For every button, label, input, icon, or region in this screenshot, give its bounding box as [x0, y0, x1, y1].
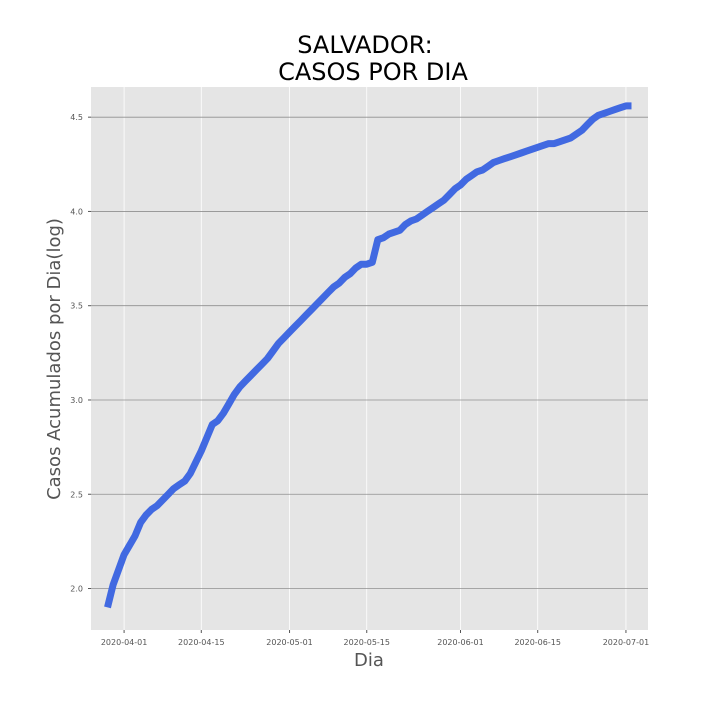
- y-tick-label: 2.5: [70, 490, 83, 499]
- chart-title-line-2: CASOS POR DIA: [278, 58, 468, 86]
- x-tick-label: 2020-06-15: [514, 638, 561, 647]
- y-tick-labels: 2.0 2.5 3.0 3.5 4.0 4.5: [70, 113, 91, 594]
- chart-title-line-1: SALVADOR:: [297, 31, 433, 59]
- x-tick-label: 2020-06-01: [437, 638, 484, 647]
- x-tick-label: 2020-05-15: [343, 638, 390, 647]
- y-tick-label: 4.0: [70, 207, 83, 216]
- x-tick-label: 2020-04-15: [178, 638, 225, 647]
- y-tick-label: 3.0: [70, 396, 83, 405]
- y-gridlines: [91, 116, 648, 589]
- plot-area: [91, 87, 648, 630]
- x-gridlines: [123, 87, 627, 630]
- series-line: [104, 102, 632, 609]
- y-tick-label: 4.5: [70, 113, 83, 122]
- y-tick-label: 3.5: [70, 302, 83, 311]
- x-tick-label: 2020-04-01: [101, 638, 148, 647]
- y-tick-label: 2.0: [70, 585, 83, 594]
- y-axis-label: Casos Acumulados por Dia(log): [44, 218, 65, 500]
- x-tick-label: 2020-07-01: [603, 638, 650, 647]
- x-axis-label: Dia: [354, 650, 384, 671]
- x-tick-labels: 2020-04-01 2020-04-15 2020-05-01 2020-05-15…: [101, 630, 649, 647]
- x-tick-label: 2020-05-01: [266, 638, 313, 647]
